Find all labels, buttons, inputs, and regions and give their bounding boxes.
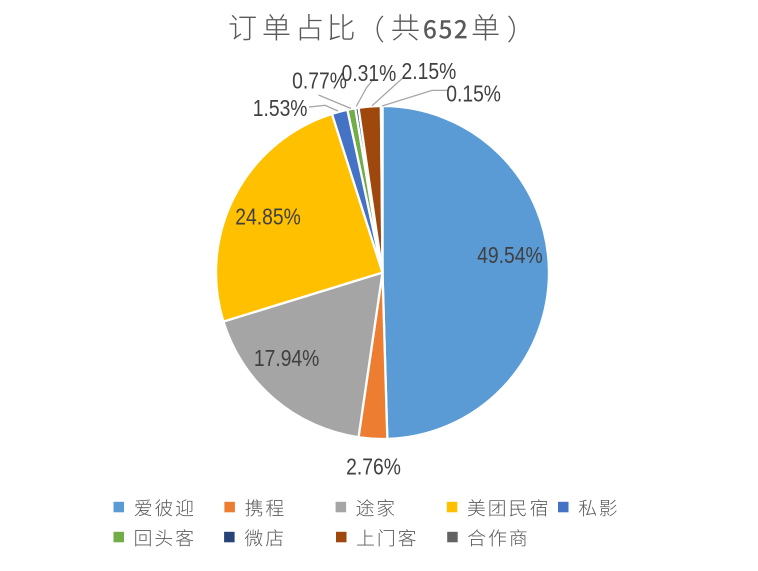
svg-text:2.76%: 2.76% — [346, 455, 401, 480]
svg-text:24.85%: 24.85% — [235, 205, 301, 230]
svg-text:0.15%: 0.15% — [446, 82, 501, 107]
svg-text:2.15%: 2.15% — [402, 60, 457, 85]
svg-text:0.31%: 0.31% — [342, 62, 397, 87]
svg-text:17.94%: 17.94% — [254, 346, 320, 371]
svg-text:49.54%: 49.54% — [477, 244, 543, 269]
svg-text:0.77%: 0.77% — [292, 69, 347, 94]
svg-text:1.53%: 1.53% — [253, 96, 308, 121]
